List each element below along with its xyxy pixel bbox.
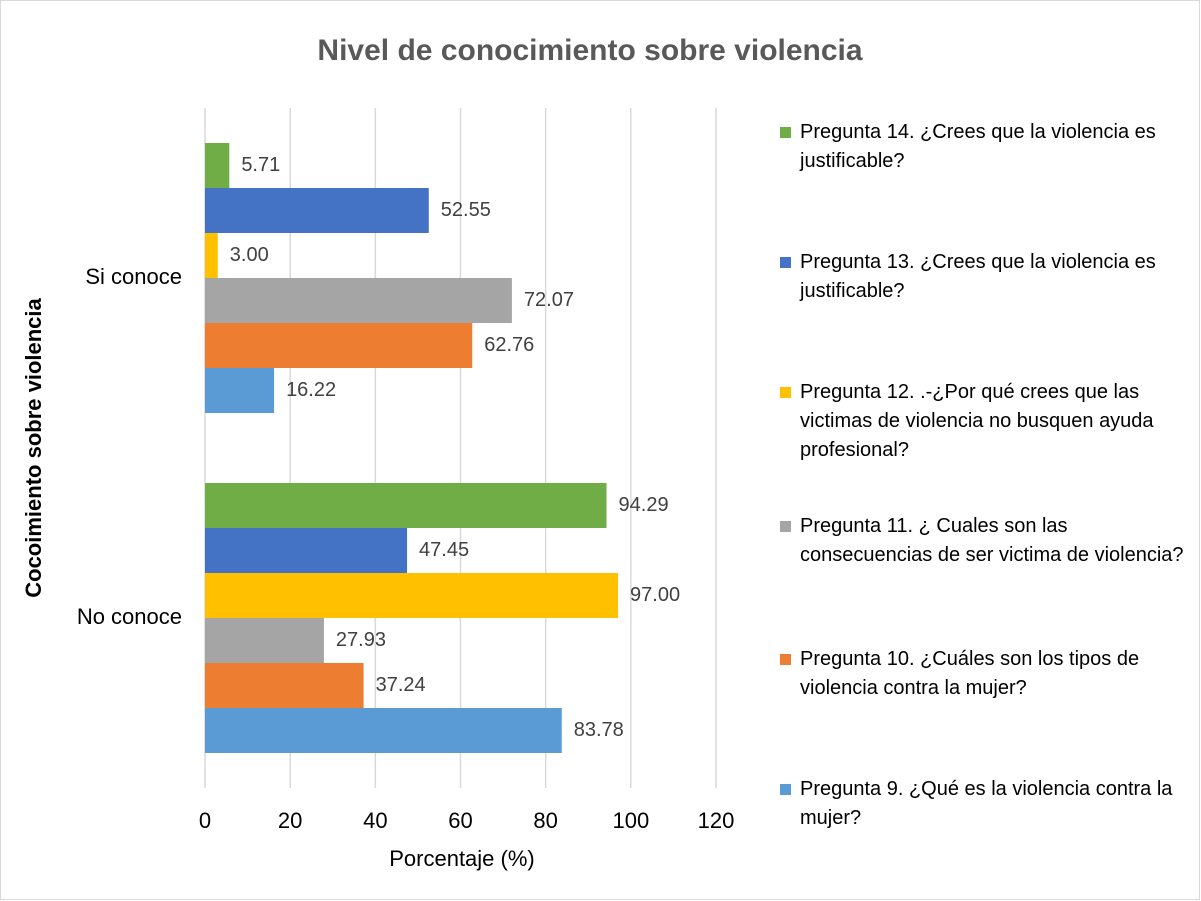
x-tick-label: 60 xyxy=(448,808,472,833)
bar xyxy=(205,573,619,618)
bar xyxy=(205,708,562,753)
bar xyxy=(205,143,230,188)
legend-entry: Pregunta 14. ¿Crees que la violencia es … xyxy=(780,118,1190,176)
legend-swatch xyxy=(780,257,791,268)
y-tick-label: Si conoce xyxy=(85,264,182,289)
data-label: 3.00 xyxy=(230,244,269,266)
data-label: 72.07 xyxy=(524,289,574,311)
legend-entry: Pregunta 11. ¿ Cuales son las consecuenc… xyxy=(780,512,1190,570)
legend-entry: Pregunta 13. ¿Crees que la violencia es … xyxy=(780,248,1190,306)
data-label: 37.24 xyxy=(376,674,426,696)
data-label: 62.76 xyxy=(484,334,534,356)
legend-label: Pregunta 9. ¿Qué es la violencia contra … xyxy=(800,778,1173,829)
legend-entry: Pregunta 10. ¿Cuáles son los tipos de vi… xyxy=(780,645,1190,703)
x-tick-label: 0 xyxy=(199,808,211,833)
x-tick-label: 100 xyxy=(612,808,649,833)
data-label: 52.55 xyxy=(441,199,491,221)
chart-title: Nivel de conocimiento sobre violencia xyxy=(317,34,862,67)
bar xyxy=(205,188,429,233)
legend-entry: Pregunta 12. .-¿Por qué crees que las vi… xyxy=(780,378,1190,465)
legend-label: Pregunta 10. ¿Cuáles son los tipos de vi… xyxy=(800,648,1140,699)
legend-swatch xyxy=(780,654,791,665)
legend-label: Pregunta 12. .-¿Por qué crees que las vi… xyxy=(800,381,1154,461)
data-label: 5.71 xyxy=(241,154,280,176)
bar xyxy=(205,278,512,323)
data-label: 94.29 xyxy=(619,494,669,516)
data-label: 47.45 xyxy=(419,539,469,561)
bar xyxy=(205,233,218,278)
bar xyxy=(205,528,408,573)
bar xyxy=(205,618,324,663)
x-axis-title: Porcentaje (%) xyxy=(389,846,535,871)
legend-entry: Pregunta 9. ¿Qué es la violencia contra … xyxy=(780,775,1190,833)
bar xyxy=(205,368,275,413)
legend-swatch xyxy=(780,127,791,138)
legend-label: Pregunta 13. ¿Crees que la violencia es … xyxy=(800,251,1156,302)
data-label: 83.78 xyxy=(574,719,624,741)
data-label: 16.22 xyxy=(286,379,336,401)
data-label: 27.93 xyxy=(336,629,386,651)
bar xyxy=(205,483,607,528)
x-tick-label: 80 xyxy=(533,808,557,833)
legend-label: Pregunta 14. ¿Crees que la violencia es … xyxy=(800,121,1156,172)
legend-swatch xyxy=(780,387,791,398)
bar xyxy=(205,663,364,708)
bar xyxy=(205,323,473,368)
x-tick-label: 40 xyxy=(363,808,387,833)
legend-label: Pregunta 11. ¿ Cuales son las consecuenc… xyxy=(800,515,1184,566)
x-tick-label: 20 xyxy=(278,808,302,833)
y-axis-title: Cocoimiento sobre violencia xyxy=(21,297,46,597)
y-tick-label: No conoce xyxy=(77,604,182,629)
legend-swatch xyxy=(780,521,791,532)
legend-swatch xyxy=(780,784,791,795)
x-tick-label: 120 xyxy=(698,808,735,833)
data-label: 97.00 xyxy=(630,584,680,606)
